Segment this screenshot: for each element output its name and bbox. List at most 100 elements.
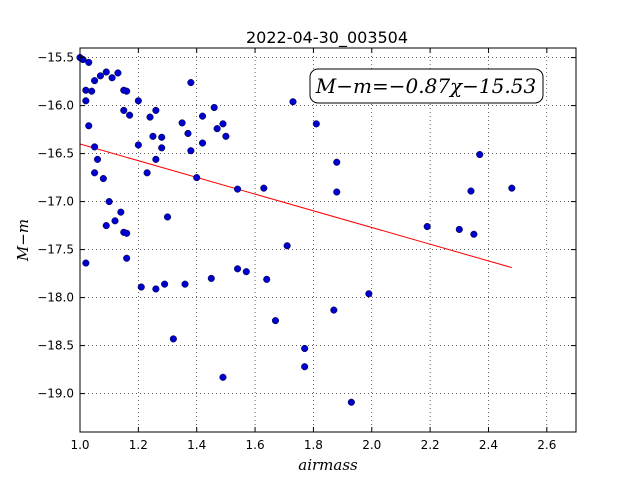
data-point [111, 217, 119, 225]
x-tick-label: 2.4 [479, 438, 498, 452]
x-tick-label: 2.0 [362, 438, 381, 452]
data-point [123, 254, 131, 262]
data-point [161, 280, 169, 288]
data-point [102, 222, 110, 230]
data-point [508, 184, 516, 192]
data-point [330, 306, 338, 314]
data-point [260, 184, 268, 192]
data-point [134, 97, 142, 105]
data-point [82, 97, 90, 105]
data-point [289, 98, 297, 106]
y-axis-label: M−m [14, 219, 32, 262]
x-tick-label: 2.2 [421, 438, 440, 452]
data-point [123, 229, 131, 237]
data-point [187, 79, 195, 87]
data-point [181, 280, 189, 288]
data-point [301, 363, 309, 371]
data-point [207, 274, 215, 282]
y-tick-label: −15.5 [37, 51, 74, 65]
data-point [85, 122, 93, 130]
x-tick-label: 1.4 [187, 438, 206, 452]
y-tick-label: −16.0 [37, 99, 74, 113]
data-point [137, 283, 145, 291]
data-point [301, 344, 309, 353]
data-point [91, 77, 99, 85]
data-point [143, 169, 151, 177]
data-point [333, 158, 341, 166]
data-point [114, 69, 122, 77]
data-point [198, 112, 207, 120]
data-point [152, 285, 160, 293]
annotation-box [309, 68, 544, 104]
data-point [455, 225, 463, 233]
chart-title: 2022-04-30_003504 [246, 28, 408, 48]
data-point [193, 174, 201, 182]
x-axis-ticks: 1.0 1.2 1.4 1.6 1.8 2.0 2.2 2.4 2.6 [70, 48, 556, 452]
y-tick-label: −18.5 [37, 339, 74, 353]
data-point [365, 290, 373, 298]
data-point [470, 230, 478, 238]
data-point [423, 223, 431, 231]
x-tick-label: 2.6 [537, 438, 556, 452]
data-point [99, 175, 107, 183]
data-point [91, 143, 99, 151]
y-tick-label: −16.5 [37, 147, 74, 161]
plot-frame [79, 47, 577, 433]
data-point [88, 87, 96, 95]
data-point [198, 139, 207, 147]
y-tick-label: −17.5 [37, 243, 74, 257]
data-point [85, 58, 93, 66]
y-tick-label: −17.0 [37, 195, 74, 209]
data-point [105, 198, 113, 206]
data-point [108, 74, 116, 82]
data-point [347, 398, 355, 406]
x-tick-label: 1.8 [304, 438, 323, 452]
data-point [163, 213, 172, 221]
data-point [93, 155, 102, 163]
data-point [242, 268, 250, 276]
fit-line-layer [79, 143, 512, 269]
data-point [152, 106, 160, 114]
data-point [82, 86, 90, 94]
grid [79, 48, 576, 432]
x-tick-label: 1.0 [70, 438, 89, 452]
data-point [152, 155, 160, 163]
data-point [158, 144, 166, 152]
data-point [210, 103, 218, 112]
annotation-text: M−m=−0.87χ−15.53 [315, 74, 536, 98]
data-point [234, 265, 242, 273]
data-point [102, 68, 110, 76]
data-point [234, 185, 242, 193]
y-tick-label: −18.0 [37, 291, 74, 305]
data-point [333, 188, 341, 196]
data-point [219, 120, 227, 128]
data-point [283, 242, 291, 250]
data-point [146, 113, 154, 121]
data-point [271, 317, 280, 325]
data-point [476, 151, 484, 159]
data-point [123, 87, 131, 95]
data-point [134, 141, 142, 149]
y-axis-ticks: −15.5 −16.0 −16.5 −17.0 −17.5 −18.0 −18.5 −19.0 [37, 51, 576, 401]
data-point [117, 208, 125, 216]
x-tick-label: 1.6 [246, 438, 265, 452]
y-tick-label: −19.0 [37, 387, 74, 401]
data-point [213, 125, 221, 133]
data-point [120, 106, 128, 114]
data-point [187, 147, 195, 155]
data-point [467, 187, 475, 195]
x-tick-label: 1.2 [129, 438, 148, 452]
data-point [82, 259, 90, 267]
fit-line [79, 143, 512, 269]
data-point [126, 111, 134, 119]
data-point [96, 72, 104, 80]
x-axis-label: airmass [298, 456, 358, 474]
data-point [312, 120, 320, 128]
data-point [91, 169, 99, 177]
equation-annotation: M−m=−0.87χ−15.53 [309, 68, 544, 104]
data-point [219, 373, 227, 381]
data-point [184, 129, 192, 137]
data-point [149, 132, 157, 140]
data-points [76, 54, 516, 406]
